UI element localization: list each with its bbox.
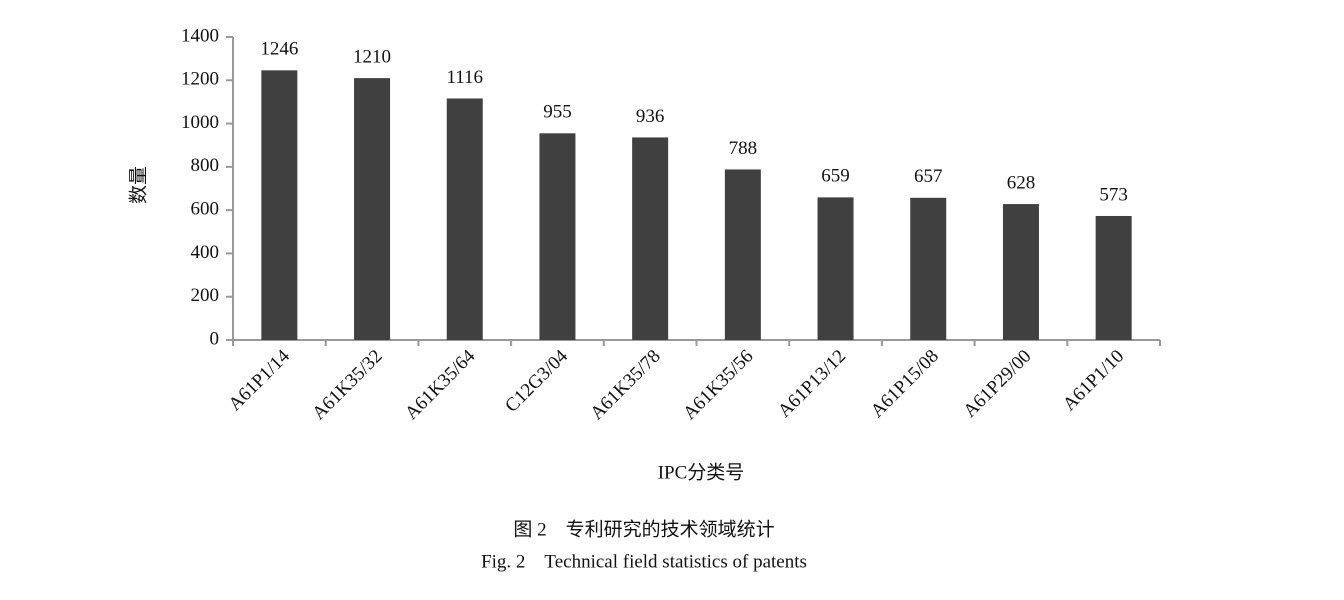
value-label: 1116 — [446, 67, 483, 88]
x-tick-label: C12G3/04 — [501, 345, 572, 416]
x-tick-label: A61P1/14 — [225, 345, 295, 415]
caption-en: Fig. 2 Technical field statistics of pat… — [481, 551, 807, 572]
y-axis-label: 数量 — [127, 166, 149, 204]
bar — [724, 169, 761, 340]
bar — [632, 137, 669, 340]
value-label: 1246 — [260, 39, 298, 60]
value-label: 659 — [821, 166, 850, 187]
caption-cn: 图 2 专利研究的技术领域统计 — [513, 518, 774, 540]
y-tick-label: 1400 — [181, 25, 219, 46]
x-tick-label: A61P29/00 — [959, 346, 1035, 422]
value-label: 1210 — [353, 46, 391, 67]
x-tick-label: A61K35/64 — [401, 345, 480, 424]
value-label: 628 — [1007, 172, 1036, 193]
value-label: 573 — [1099, 184, 1128, 205]
y-tick-label: 1000 — [181, 112, 219, 133]
bar — [539, 133, 576, 340]
bar — [910, 197, 947, 340]
bar — [354, 78, 391, 340]
x-tick-label: A61P13/12 — [774, 346, 850, 422]
value-label: 788 — [729, 138, 758, 159]
x-tick-label: A61K35/32 — [308, 346, 386, 424]
bar — [1095, 215, 1132, 340]
x-tick-label: A61K35/78 — [586, 346, 664, 424]
y-tick-label: 800 — [191, 155, 220, 176]
value-label: 657 — [914, 166, 943, 187]
y-tick-label: 400 — [191, 242, 220, 263]
value-label: 955 — [543, 102, 572, 123]
bar — [817, 197, 854, 340]
y-tick-label: 1200 — [181, 69, 219, 90]
x-tick-label: A61P15/08 — [867, 346, 943, 422]
y-tick-label: 600 — [191, 199, 220, 220]
x-axis-label: IPC分类号 — [658, 461, 745, 483]
bar — [1002, 204, 1039, 340]
bar — [446, 98, 483, 340]
x-tick-label: A61K35/56 — [679, 346, 757, 424]
bar — [261, 70, 298, 340]
value-label: 936 — [636, 106, 665, 127]
y-tick-label: 0 — [210, 328, 220, 349]
y-tick-label: 200 — [191, 285, 220, 306]
x-tick-label: A61P1/10 — [1059, 346, 1128, 415]
